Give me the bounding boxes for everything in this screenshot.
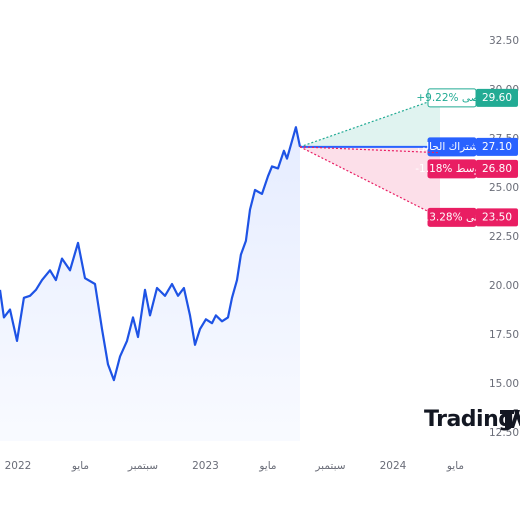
price-area: [0, 127, 300, 441]
target-value-box: [476, 208, 518, 227]
y-tick-label: 32.50: [489, 35, 519, 47]
y-tick-label: 15.00: [489, 378, 519, 390]
x-tick-label: مايو: [258, 460, 276, 472]
x-tick-label: سبتمبر: [127, 460, 158, 472]
target-value-box: [476, 137, 518, 156]
target-value-label: 26.80: [482, 163, 512, 175]
watermark: TradingView: [424, 407, 520, 432]
watermark-logo: [500, 410, 520, 428]
target-line: [299, 97, 441, 148]
target-label: الاشتراك الحالي: [417, 141, 487, 153]
target-value-label: 27.10: [482, 141, 512, 153]
target-label: -13.28% أدنى: [419, 209, 486, 223]
target-value-box: [476, 88, 518, 107]
target-value-label: 23.50: [482, 211, 512, 223]
y-tick-label: 12.50: [489, 427, 519, 439]
target-line: [299, 146, 441, 154]
price-line: [0, 126, 302, 382]
y-tick-label: 17.50: [489, 329, 519, 341]
x-tick-label: مايو: [71, 460, 89, 472]
y-tick-label: 25.00: [489, 182, 519, 194]
target-value-label: 29.60: [482, 92, 512, 104]
target-label: -1.18% متوسط: [415, 163, 488, 175]
x-tick-label: 2022: [5, 460, 32, 472]
y-tick-label: 22.50: [489, 231, 519, 243]
y-tick-label: 20.00: [489, 280, 519, 292]
target-value-box: [476, 159, 518, 178]
target-label: +9.22% أقصى: [416, 90, 487, 104]
x-tick-label: 2024: [380, 460, 407, 472]
x-tick-label: مايو: [446, 460, 464, 472]
x-tick-label: 2023: [192, 460, 219, 472]
x-tick-label: سبتمبر: [314, 460, 345, 472]
